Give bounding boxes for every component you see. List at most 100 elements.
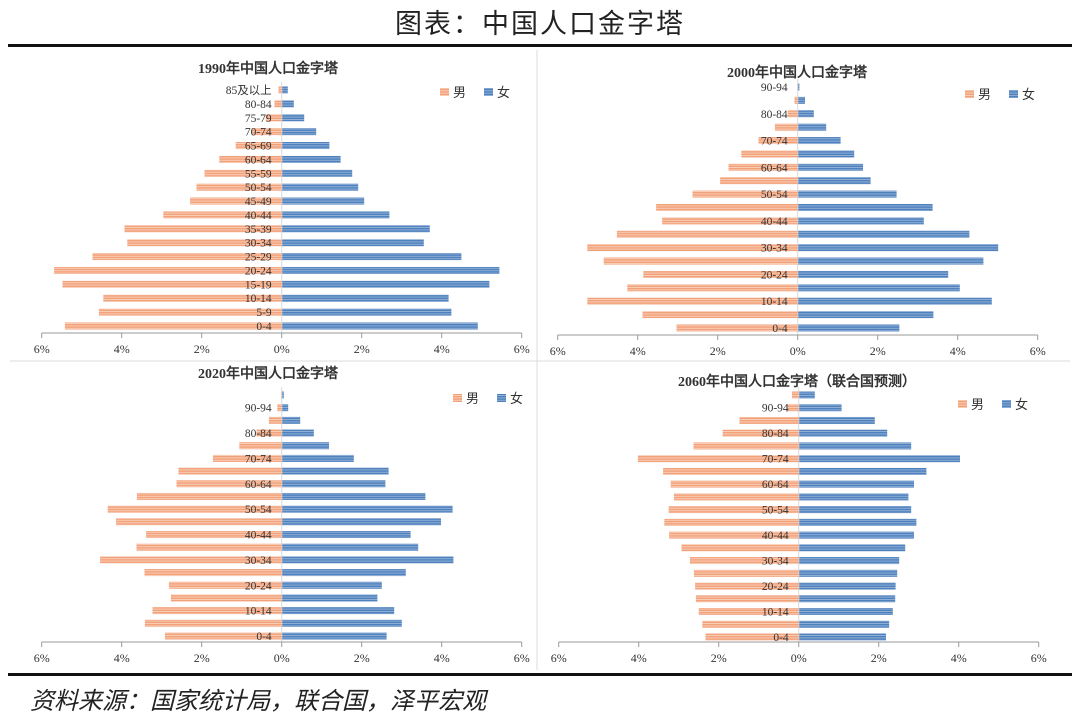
category-label: 80-84 xyxy=(245,428,272,440)
bar-male xyxy=(116,518,282,526)
category-label: 0-4 xyxy=(256,631,272,643)
bar-male xyxy=(662,217,798,225)
bar-female xyxy=(282,100,294,108)
bar-male xyxy=(656,204,798,211)
category-label: 0-4 xyxy=(773,632,789,644)
x-tick-label: 2% xyxy=(871,651,887,665)
bar-male xyxy=(720,177,798,185)
bar-male xyxy=(681,544,799,552)
bar-female xyxy=(282,543,419,551)
bar-male xyxy=(64,322,282,330)
x-tick-label: 4% xyxy=(114,651,130,665)
bar-female xyxy=(282,128,317,136)
category-label: 70-74 xyxy=(245,453,272,465)
bar-male xyxy=(124,225,282,233)
bar-female xyxy=(799,608,893,616)
bar-male xyxy=(692,190,798,198)
bar-female xyxy=(799,595,896,603)
source-note: 资料来源：国家统计局，联合国，泽平宏观 xyxy=(30,687,486,715)
bar-female xyxy=(798,110,814,118)
category-label: 85及以上 xyxy=(226,84,272,97)
legend: 男女 xyxy=(965,87,1035,102)
category-label: 90-94 xyxy=(245,403,272,415)
category-label: 80-84 xyxy=(761,109,788,121)
bar-male xyxy=(239,442,282,450)
category-label: 30-34 xyxy=(245,555,272,567)
bar-male xyxy=(100,556,282,564)
category-label: 45-49 xyxy=(245,196,272,208)
x-tick-label: 0% xyxy=(274,651,290,665)
category-label: 10-14 xyxy=(245,293,272,305)
bar-male xyxy=(728,163,798,171)
x-tick-label: 0% xyxy=(274,342,290,356)
bar-male xyxy=(144,569,282,577)
bar-female xyxy=(282,569,406,577)
chart-title: 1990年中国人口金字塔 xyxy=(198,60,339,77)
category-label: 70-74 xyxy=(245,127,272,139)
bar-female xyxy=(798,204,933,211)
bar-male xyxy=(664,518,799,526)
chart-title: 2060年中国人口金字塔（联合国预测） xyxy=(678,373,916,390)
bar-female xyxy=(798,257,984,265)
bar-male xyxy=(146,531,282,539)
bar-female xyxy=(798,324,900,332)
x-tick-label: 6% xyxy=(34,651,50,665)
chart-title: 2020年中国人口金字塔 xyxy=(198,365,339,382)
bar-female xyxy=(282,581,382,589)
pyramid-chart-3: 2060年中国人口金字塔（联合国预测） 0-4 10-14 20-24 30-34 40-… xyxy=(551,373,1047,665)
x-tick-label: 2% xyxy=(710,344,726,358)
bar-male xyxy=(274,100,282,108)
bar-male xyxy=(794,96,798,104)
bar-female xyxy=(282,114,305,122)
bar-female xyxy=(798,83,800,91)
bar-male xyxy=(92,253,282,261)
bar-female xyxy=(282,619,402,627)
legend: 男女 xyxy=(453,391,523,406)
bar-male xyxy=(163,211,282,219)
category-label: 10-14 xyxy=(762,607,789,619)
legend-swatch-female xyxy=(1002,400,1011,408)
bar-female xyxy=(798,297,992,305)
category-label: 35-39 xyxy=(245,224,272,236)
bar-male xyxy=(695,582,799,590)
category-label: 40-44 xyxy=(245,530,272,542)
legend: 男女 xyxy=(440,85,510,100)
legend-swatch-female xyxy=(484,88,493,96)
legend-label-male: 男 xyxy=(978,87,991,102)
category-label: 20-24 xyxy=(245,580,272,592)
bar-female xyxy=(282,454,354,462)
bar-female xyxy=(282,492,426,500)
bar-male xyxy=(256,429,282,437)
bar-female xyxy=(282,155,341,163)
x-tick-label: 2% xyxy=(870,344,886,358)
bar-male xyxy=(98,308,282,316)
bar-female xyxy=(282,294,449,302)
bar-female xyxy=(798,123,827,131)
bar-male xyxy=(190,197,282,205)
bar-female xyxy=(799,480,914,488)
category-label: 50-54 xyxy=(245,182,272,194)
bar-female xyxy=(798,270,949,278)
bar-female xyxy=(282,308,452,316)
bar-male xyxy=(705,633,799,641)
x-tick-label: 6% xyxy=(514,651,530,665)
bar-female xyxy=(282,594,378,602)
category-label: 70-74 xyxy=(762,454,789,466)
bar-male xyxy=(663,467,799,475)
category-label: 20-24 xyxy=(761,269,788,281)
bar-male xyxy=(219,155,282,163)
bar-female xyxy=(798,284,960,292)
legend-swatch-male xyxy=(965,90,974,98)
bar-female xyxy=(282,183,359,191)
x-tick-label: 2% xyxy=(354,342,370,356)
category-label: 40-44 xyxy=(761,216,788,228)
bar-female xyxy=(282,442,329,450)
category-label: 65-69 xyxy=(245,141,272,153)
x-tick-label: 4% xyxy=(630,344,646,358)
x-tick-label: 6% xyxy=(1030,344,1046,358)
bar-female xyxy=(799,557,900,565)
bar-female xyxy=(282,531,411,539)
bar-male xyxy=(741,150,798,158)
bar-male xyxy=(176,480,282,488)
bar-male xyxy=(787,110,798,118)
